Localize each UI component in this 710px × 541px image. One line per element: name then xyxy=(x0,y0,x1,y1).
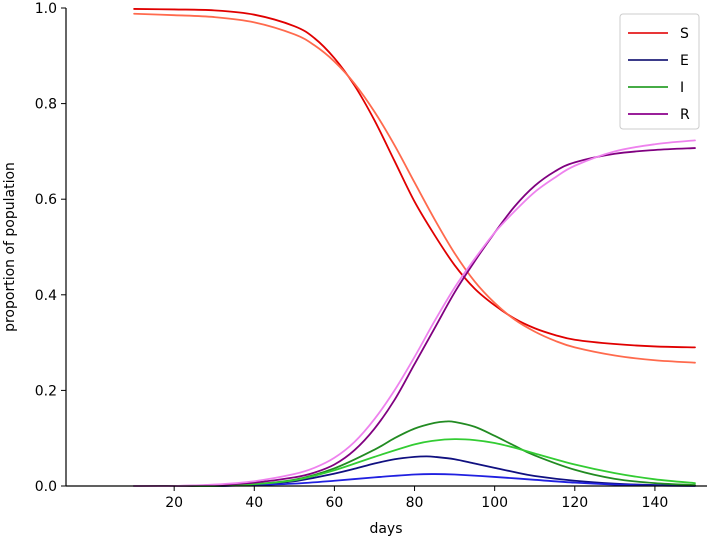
axes xyxy=(65,8,707,487)
x-tick-label: 120 xyxy=(561,495,588,511)
y-ticks: 0.0 0.2 0.4 0.6 0.8 1.0 xyxy=(35,1,66,495)
y-tick-label: 0.2 xyxy=(35,383,57,399)
x-tick-label: 40 xyxy=(245,495,263,511)
y-axis-label: proportion of population xyxy=(2,162,18,332)
y-tick-label: 0.8 xyxy=(35,97,57,113)
x-axis-label: days xyxy=(369,521,402,537)
x-tick-label: 20 xyxy=(165,495,183,511)
series-line-4 xyxy=(133,420,696,488)
legend-label-e: E xyxy=(680,53,689,69)
series-line-1 xyxy=(133,12,696,364)
legend-label-s: S xyxy=(680,26,689,42)
legend-label-r: R xyxy=(680,107,690,123)
series-line-0 xyxy=(133,8,696,349)
legend-box xyxy=(619,13,700,130)
legend-label-i: I xyxy=(680,80,684,96)
series-line-2 xyxy=(133,455,696,488)
x-ticks: 20 40 60 80 100 120 140 xyxy=(165,486,668,511)
x-tick-label: 140 xyxy=(642,495,669,511)
x-tick-label: 80 xyxy=(406,495,424,511)
x-tick-label: 60 xyxy=(326,495,344,511)
y-tick-label: 1.0 xyxy=(35,1,57,17)
y-tick-label: 0.6 xyxy=(35,192,57,208)
series-line-5 xyxy=(133,438,696,488)
plot-lines xyxy=(133,8,696,488)
series-line-7 xyxy=(133,139,696,488)
y-tick-label: 0.4 xyxy=(35,288,57,304)
y-tick-label: 0.0 xyxy=(35,479,57,495)
x-tick-label: 100 xyxy=(481,495,508,511)
series-line-6 xyxy=(133,147,696,487)
